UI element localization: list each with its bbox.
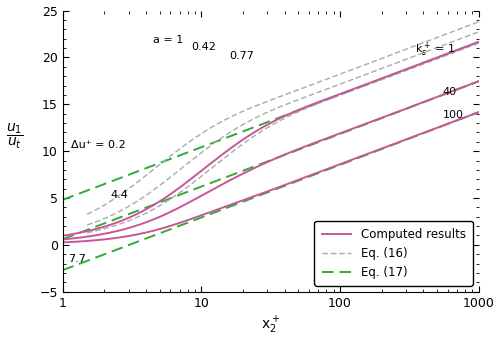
- Eq. (16): [476, 20, 482, 24]
- X-axis label: x$_2^+$: x$_2^+$: [261, 315, 280, 337]
- Eq. (17): [387, 74, 393, 78]
- Computed results: [251, 131, 257, 135]
- Text: 40: 40: [442, 87, 456, 97]
- Computed results: [60, 234, 66, 238]
- Computed results: [476, 40, 482, 44]
- Eq. (16): [371, 60, 377, 64]
- Line: Eq. (16): Eq. (16): [87, 22, 478, 214]
- Eq. (16): [356, 65, 362, 69]
- Eq. (16): [98, 205, 104, 209]
- Text: 7.7: 7.7: [68, 254, 86, 264]
- Text: 0.42: 0.42: [192, 42, 216, 52]
- Computed results: [463, 44, 469, 49]
- Eq. (16): [84, 212, 90, 216]
- Computed results: [464, 44, 469, 49]
- Text: Δu⁺ = 0.2: Δu⁺ = 0.2: [71, 140, 126, 150]
- Text: a = 1: a = 1: [153, 35, 184, 45]
- Eq. (17): [464, 44, 469, 49]
- Text: k$_s^+$ = 1: k$_s^+$ = 1: [416, 41, 456, 59]
- Line: Computed results: Computed results: [62, 42, 478, 236]
- Eq. (17): [463, 44, 469, 49]
- Computed results: [262, 124, 268, 128]
- Eq. (16): [412, 44, 418, 48]
- Eq. (17): [60, 198, 66, 202]
- Line: Eq. (17): Eq. (17): [62, 42, 478, 200]
- Text: 0.77: 0.77: [230, 51, 254, 61]
- Eq. (16): [271, 97, 277, 101]
- Text: 4.4: 4.4: [110, 190, 128, 200]
- Legend: Computed results, Eq. (16), Eq. (17): Computed results, Eq. (16), Eq. (17): [314, 221, 472, 286]
- Eq. (17): [262, 121, 268, 125]
- Eq. (17): [251, 125, 257, 129]
- Eq. (17): [81, 190, 87, 194]
- Y-axis label: $\dfrac{u_1}{u_t}$: $\dfrac{u_1}{u_t}$: [6, 122, 23, 151]
- Eq. (17): [476, 40, 482, 44]
- Eq. (16): [413, 43, 419, 48]
- Computed results: [387, 73, 393, 77]
- Text: 100: 100: [442, 110, 464, 120]
- Computed results: [81, 230, 87, 234]
